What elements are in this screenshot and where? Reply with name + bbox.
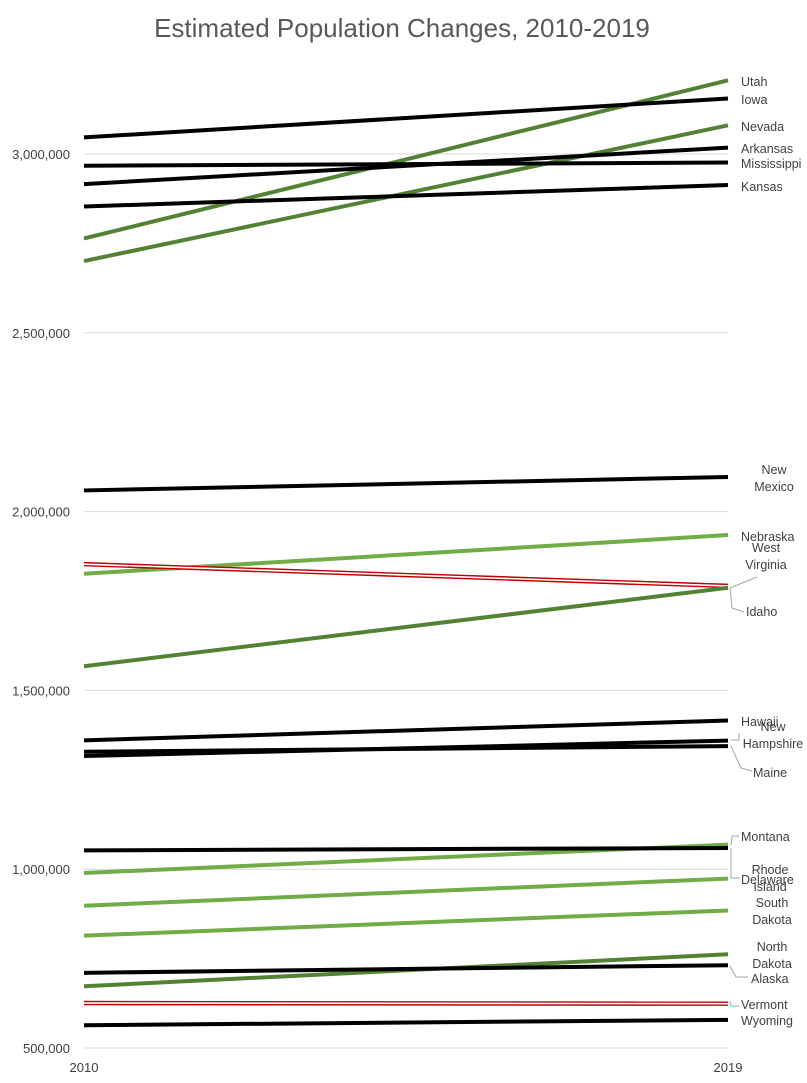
series-label-arkansas: Arkansas [741, 142, 793, 156]
series-label-mississippi: Mississippi [741, 157, 801, 171]
label-leader-idaho [729, 587, 745, 613]
y-tick-label-1000000: 1,000,000 [12, 862, 70, 877]
series-label-new-hampshire: New Hampshire [743, 720, 803, 751]
y-tick-label-2500000: 2,500,000 [12, 326, 70, 341]
series-line-idaho [83, 585, 729, 669]
series-label-south-dakota: South Dakota [752, 896, 792, 927]
series-line-wyoming [83, 1017, 729, 1028]
series-label-idaho: Idaho [746, 605, 777, 619]
series-label-alaska: Alaska [751, 972, 789, 986]
label-leader-rhode-island [730, 848, 740, 879]
series-label-montana: Montana [741, 830, 790, 844]
x-axis: 2010 2019 [70, 1060, 743, 1075]
label-leader-new-hampshire [731, 733, 740, 741]
series-label-iowa: Iowa [741, 93, 767, 107]
series-line-hawaii [83, 718, 729, 743]
series-label-nebraska: Nebraska [741, 530, 795, 544]
label-leader-west-virginia [729, 576, 758, 589]
y-tick-label-2000000: 2,000,000 [12, 505, 70, 520]
series-label-nevada: Nevada [741, 120, 784, 134]
y-axis: 500,000 1,000,000 1,500,000 2,000,000 2,500,… [12, 147, 70, 1056]
series-line-kansas [83, 183, 729, 209]
chart-title: Estimated Population Changes, 2010-2019 [154, 13, 650, 43]
series-line-delaware [83, 876, 729, 908]
series-label-wyoming: Wyoming [741, 1014, 793, 1028]
series-line-iowa [83, 96, 729, 140]
label-leader-vermont [729, 1000, 739, 1007]
y-tick-label-3000000: 3,000,000 [12, 147, 70, 162]
series-label-rhode-island: Rhode Island [752, 863, 789, 894]
series-label-utah: Utah [741, 75, 767, 89]
label-leader-maine [730, 745, 753, 772]
series-line-south-dakota [83, 908, 729, 938]
series-line-maine [83, 744, 729, 754]
series-label-west-virginia: West Virginia [745, 541, 787, 572]
series-label-vermont: Vermont [741, 998, 788, 1012]
series-label-north-dakota: North Dakota [752, 940, 792, 971]
series-label-new-mexico: New Mexico [754, 463, 794, 494]
series-lines [83, 78, 729, 1028]
x-tick-label-2010: 2010 [70, 1060, 99, 1075]
label-leader-montana [730, 835, 739, 846]
series-label-kansas: Kansas [741, 180, 783, 194]
series-line-vermont-inner [83, 1002, 729, 1005]
y-tick-label-500000: 500,000 [23, 1041, 70, 1056]
series-line-nevada [83, 123, 729, 264]
y-tick-label-1500000: 1,500,000 [12, 683, 70, 698]
series-line-rhode-island [83, 845, 729, 853]
series-label-hawaii: Hawaii [741, 715, 779, 729]
series-label-maine: Maine [753, 766, 787, 780]
series-line-mississippi [83, 160, 729, 168]
series-line-new-mexico [83, 474, 729, 493]
series-line-west-virginia-inner [83, 563, 729, 587]
series-line-alaska [83, 963, 729, 975]
series-label-delaware: Delaware [741, 873, 794, 887]
x-tick-label-2019: 2019 [714, 1060, 743, 1075]
label-leader-alaska [729, 965, 748, 978]
